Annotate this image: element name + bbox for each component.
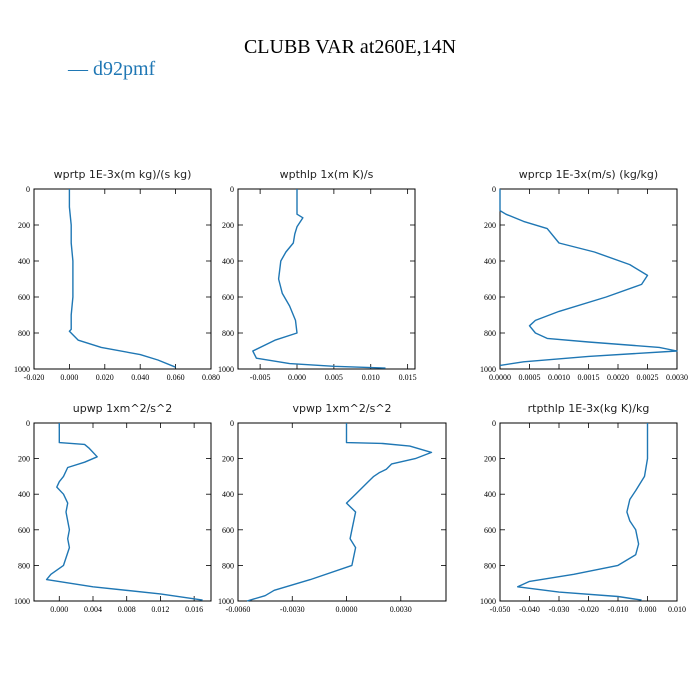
x-tick-label: -0.010 <box>608 605 629 614</box>
y-tick-label: 0 <box>492 419 496 428</box>
x-tick-label: 0.0015 <box>578 373 600 382</box>
y-tick-label: 800 <box>484 329 496 338</box>
y-tick-label: 0 <box>230 419 234 428</box>
x-tick-label: 0.000 <box>50 605 68 614</box>
page-title: CLUBB VAR at260E,14N <box>243 36 457 58</box>
legend: — d92pmf <box>68 58 155 81</box>
panel-title: wpthlp 1x(m K)/s <box>280 168 374 181</box>
chart-panel: wpthlp 1x(m K)/s -0.005 0.000 0.005 0.010 0.0… <box>218 168 417 382</box>
series-line <box>45 423 203 601</box>
panel-title: wprcp 1E-3x(m/s) (kg/kg) <box>519 168 658 181</box>
plot-frame <box>33 188 212 370</box>
y-tick-label: 1000 <box>480 597 496 606</box>
plot-frame <box>237 422 447 602</box>
plot-frame <box>237 188 416 370</box>
y-tick-label: 200 <box>222 455 234 464</box>
y-tick-label: 1000 <box>218 597 234 606</box>
y-tick-label: 400 <box>484 257 496 266</box>
y-tick-label: 400 <box>484 490 496 499</box>
y-tick-label: 600 <box>484 526 496 535</box>
x-tick-label: 0.008 <box>118 605 136 614</box>
x-tick-label: 0.012 <box>151 605 169 614</box>
x-tick-label: 0.004 <box>84 605 102 614</box>
series-line <box>517 423 649 601</box>
x-tick-label: 0.005 <box>325 373 343 382</box>
x-tick-label: 0.0005 <box>519 373 541 382</box>
y-tick-label: 200 <box>484 455 496 464</box>
x-tick-label: 0.080 <box>202 373 220 382</box>
y-tick-label: 200 <box>18 221 30 230</box>
x-tick-label: 0.000 <box>288 373 306 382</box>
series-line <box>68 189 176 368</box>
y-tick-label: 1000 <box>480 365 496 374</box>
panel-title: vpwp 1xm^2/s^2 <box>292 402 391 415</box>
x-tick-label: 0.0010 <box>548 373 570 382</box>
y-tick-label: 200 <box>222 221 234 230</box>
series-line <box>252 189 386 369</box>
x-tick-label: -0.0030 <box>280 605 305 614</box>
chart-panel: wprcp 1E-3x(m/s) (kg/kg) 0.0000 0.0005 0.00… <box>480 168 688 382</box>
x-tick-label: -0.050 <box>490 605 511 614</box>
plot-frame <box>499 422 678 602</box>
y-tick-label: 600 <box>484 293 496 302</box>
x-tick-label: -0.005 <box>250 373 271 382</box>
chart-panel: vpwp 1xm^2/s^2 -0.0060 -0.0030 0.0000 0.0030… <box>218 402 447 614</box>
legend-label: d92pmf <box>93 58 156 80</box>
panel-title: wprtp 1E-3x(m kg)/(s kg) <box>54 168 192 181</box>
x-tick-label: 0.020 <box>96 373 114 382</box>
y-tick-label: 200 <box>484 221 496 230</box>
x-tick-label: 0.0020 <box>607 373 629 382</box>
y-tick-label: 400 <box>18 257 30 266</box>
y-tick-label: 0 <box>26 185 30 194</box>
series-line <box>246 423 433 602</box>
x-tick-label: 0.000 <box>639 605 657 614</box>
y-tick-label: 400 <box>18 490 30 499</box>
y-tick-label: 0 <box>230 185 234 194</box>
x-tick-label: 0.015 <box>399 373 417 382</box>
y-tick-label: 0 <box>26 419 30 428</box>
chart-panel: upwp 1xm^2/s^2 0.000 0.004 0.008 0.012 0.016 0… <box>14 402 212 614</box>
y-tick-label: 1000 <box>14 597 30 606</box>
y-tick-label: 800 <box>18 329 30 338</box>
x-tick-label: -0.030 <box>549 605 570 614</box>
x-tick-label: 0.0000 <box>489 373 511 382</box>
y-tick-label: 800 <box>222 329 234 338</box>
x-tick-label: -0.0060 <box>226 605 251 614</box>
y-tick-label: 200 <box>18 455 30 464</box>
y-tick-label: 400 <box>222 490 234 499</box>
x-tick-label: 0.010 <box>362 373 380 382</box>
x-tick-label: -0.040 <box>519 605 540 614</box>
y-tick-label: 600 <box>222 293 234 302</box>
panel-title: upwp 1xm^2/s^2 <box>73 402 173 415</box>
series-line <box>499 189 678 367</box>
y-tick-label: 600 <box>18 293 30 302</box>
y-tick-label: 600 <box>18 526 30 535</box>
y-tick-label: 1000 <box>14 365 30 374</box>
y-tick-label: 800 <box>484 561 496 570</box>
y-tick-label: 800 <box>18 561 30 570</box>
x-tick-label: 0.000 <box>60 373 78 382</box>
chart-panel: rtpthlp 1E-3x(kg K)/kg -0.050 -0.040 -0.030… <box>480 402 686 614</box>
y-tick-label: 800 <box>222 561 234 570</box>
x-tick-label: 0.0030 <box>666 373 688 382</box>
y-tick-label: 1000 <box>218 365 234 374</box>
legend-line-icon: — <box>68 58 88 80</box>
x-tick-label: -0.020 <box>24 373 45 382</box>
x-tick-label: 0.0000 <box>336 605 358 614</box>
x-tick-label: 0.060 <box>167 373 185 382</box>
x-tick-label: 0.016 <box>185 605 203 614</box>
chart-panel: wprtp 1E-3x(m kg)/(s kg) -0.020 0.000 0.020… <box>14 168 220 382</box>
plot-frame <box>33 422 212 602</box>
x-tick-label: 0.040 <box>131 373 149 382</box>
x-tick-label: 0.0025 <box>637 373 659 382</box>
x-tick-label: 0.010 <box>668 605 686 614</box>
y-tick-label: 0 <box>492 185 496 194</box>
x-tick-label: -0.020 <box>578 605 599 614</box>
x-tick-label: 0.0030 <box>390 605 412 614</box>
y-tick-label: 400 <box>222 257 234 266</box>
panel-title: rtpthlp 1E-3x(kg K)/kg <box>528 402 650 415</box>
y-tick-label: 600 <box>222 526 234 535</box>
